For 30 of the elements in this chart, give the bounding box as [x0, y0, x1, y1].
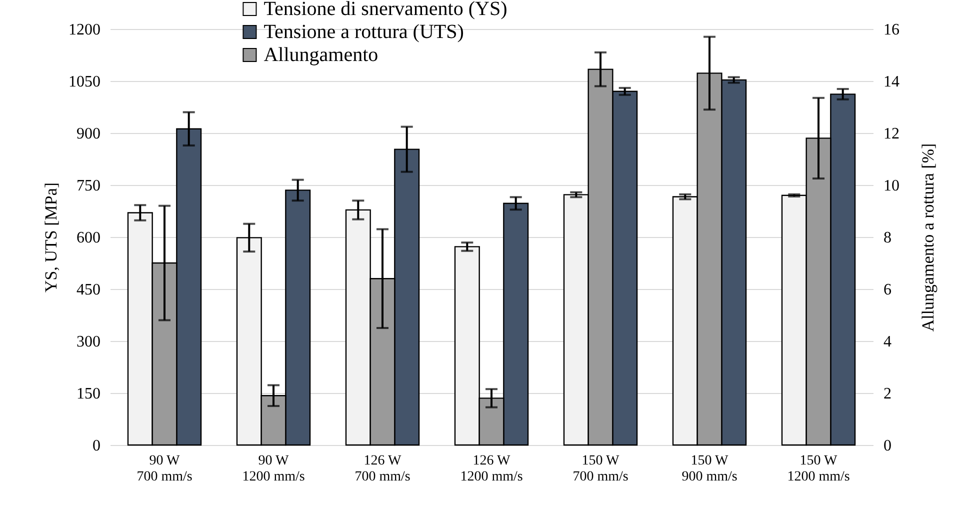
x-tick-label: 150 W 700 mm/s	[572, 454, 628, 484]
y-tick-label: 900	[76, 126, 100, 142]
y2-axis-title: Allungamento a rottura [%]	[918, 143, 938, 332]
y2-tick-label: 16	[884, 22, 900, 38]
y-tick-label: 1050	[68, 74, 100, 90]
x-tick-label: 150 W 1200 mm/s	[787, 454, 850, 484]
x-tick-label: 90 W 700 mm/s	[136, 454, 192, 484]
y2-tick-label: 12	[884, 126, 900, 142]
y2-tick-label: 4	[884, 334, 892, 350]
x-tick-label: 126 W 700 mm/s	[354, 454, 410, 484]
y2-tick-label: 8	[884, 230, 892, 246]
y-tick-label: 150	[76, 386, 100, 402]
x-tick-label: 90 W 1200 mm/s	[242, 454, 305, 484]
y2-tick-label: 6	[884, 282, 892, 298]
y2-tick-label: 14	[884, 74, 900, 90]
legend-label: Tensione di snervamento (YS)	[264, 0, 508, 20]
x-tick-label: 150 W 900 mm/s	[682, 454, 738, 484]
y-tick-label: 1200	[68, 22, 100, 38]
y-tick-label: 300	[76, 334, 100, 350]
y2-tick-label: 2	[884, 386, 892, 402]
y-axis-title: YS, UTS [MPa]	[42, 182, 60, 293]
y2-tick-label: 10	[884, 178, 900, 194]
y-tick-label: 450	[76, 282, 100, 298]
y-tick-label: 600	[76, 230, 100, 246]
y2-tick-label: 0	[884, 438, 892, 454]
legend-label: Tensione a rottura (UTS)	[264, 21, 464, 43]
x-tick-label: 126 W 1200 mm/s	[460, 454, 523, 484]
legend-label: Allungamento	[264, 44, 378, 66]
y-tick-label: 750	[76, 178, 100, 194]
y-tick-label: 0	[92, 438, 100, 454]
